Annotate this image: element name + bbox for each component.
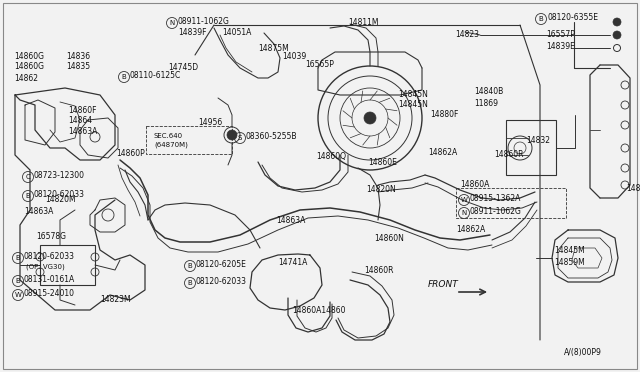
Text: N: N <box>461 210 467 216</box>
Text: 14860G: 14860G <box>14 62 44 71</box>
Text: 14839E: 14839E <box>546 42 575 51</box>
Text: 11869: 11869 <box>474 99 498 108</box>
Text: 08131-0161A: 08131-0161A <box>24 275 76 284</box>
Text: 14820M: 14820M <box>45 195 76 204</box>
Text: 14860R: 14860R <box>494 150 524 159</box>
Text: 14845N: 14845N <box>398 100 428 109</box>
Circle shape <box>227 130 237 140</box>
Text: 14741A: 14741A <box>278 258 307 267</box>
Text: 08120-6205E: 08120-6205E <box>196 260 247 269</box>
Text: 14860G: 14860G <box>14 52 44 61</box>
Text: 16578G: 16578G <box>36 232 66 241</box>
Text: 14860F: 14860F <box>68 106 97 115</box>
Circle shape <box>613 31 621 39</box>
Bar <box>456 188 566 218</box>
Text: B: B <box>188 263 193 269</box>
Text: FRONT: FRONT <box>428 280 459 289</box>
Text: 14845N: 14845N <box>398 90 428 99</box>
Text: 14745D: 14745D <box>168 63 198 72</box>
Text: 14840B: 14840B <box>474 87 503 96</box>
Text: A/(8)00P9: A/(8)00P9 <box>564 348 602 357</box>
Text: (OP: VG30): (OP: VG30) <box>26 263 65 269</box>
Text: 14863A: 14863A <box>276 216 305 225</box>
Text: 08915-24010: 08915-24010 <box>24 289 75 298</box>
Bar <box>506 120 556 175</box>
Text: 14956: 14956 <box>198 118 222 127</box>
Text: W: W <box>461 197 467 203</box>
Text: 14823: 14823 <box>455 30 479 39</box>
Text: 14860N: 14860N <box>374 234 404 243</box>
Text: 14880F: 14880F <box>430 110 458 119</box>
Text: B: B <box>26 193 30 199</box>
Text: 14832: 14832 <box>526 136 550 145</box>
Text: B: B <box>122 74 126 80</box>
Text: 14862: 14862 <box>14 74 38 83</box>
Circle shape <box>613 18 621 26</box>
Bar <box>146 126 232 154</box>
Text: B: B <box>188 280 193 286</box>
Text: 14811: 14811 <box>626 184 640 193</box>
Text: (64870M): (64870M) <box>154 141 188 148</box>
Text: N: N <box>170 20 175 26</box>
Text: 14836: 14836 <box>66 52 90 61</box>
Text: 08911-1062G: 08911-1062G <box>178 17 230 26</box>
Text: 08915-1362A: 08915-1362A <box>470 194 522 203</box>
Text: 08120-62033: 08120-62033 <box>34 190 85 199</box>
Text: 08120-62033: 08120-62033 <box>24 252 75 261</box>
Text: 14839F: 14839F <box>178 28 207 37</box>
Text: 14823M: 14823M <box>100 295 131 304</box>
Text: 16565P: 16565P <box>305 60 334 69</box>
Text: 08120-62033: 08120-62033 <box>196 277 247 286</box>
Text: 14860A: 14860A <box>460 180 490 189</box>
Text: 14864: 14864 <box>68 116 92 125</box>
Text: 14863A: 14863A <box>68 127 97 136</box>
Text: 08911-1062G: 08911-1062G <box>470 207 522 216</box>
Text: S: S <box>238 135 242 141</box>
Text: W: W <box>15 292 21 298</box>
Text: 08120-6355E: 08120-6355E <box>547 13 598 22</box>
Text: 14859M: 14859M <box>554 258 585 267</box>
Text: B: B <box>15 255 20 261</box>
Text: 08723-12300: 08723-12300 <box>34 171 85 180</box>
Text: 16557P: 16557P <box>546 30 575 39</box>
Text: 14862A: 14862A <box>428 148 457 157</box>
Text: 08110-6125C: 08110-6125C <box>130 71 181 80</box>
Text: 14820N: 14820N <box>366 185 396 194</box>
Text: B: B <box>539 16 543 22</box>
Text: 14845M: 14845M <box>554 246 585 255</box>
Text: 14860Q: 14860Q <box>316 152 346 161</box>
Text: 14860A14860: 14860A14860 <box>292 306 346 315</box>
Text: 14863A: 14863A <box>24 207 53 216</box>
Text: 14875M: 14875M <box>258 44 289 53</box>
Text: 14860P: 14860P <box>116 149 145 158</box>
Text: 14051A: 14051A <box>222 28 252 37</box>
Text: 14039: 14039 <box>282 52 307 61</box>
Circle shape <box>364 112 376 124</box>
Text: 14811M: 14811M <box>348 18 378 27</box>
Text: SEC.640: SEC.640 <box>154 133 183 139</box>
Text: C: C <box>26 174 30 180</box>
Text: 08360-5255B: 08360-5255B <box>246 132 298 141</box>
Text: B: B <box>15 278 20 284</box>
Text: 14860R: 14860R <box>364 266 394 275</box>
Bar <box>40 245 95 285</box>
Text: 14835: 14835 <box>66 62 90 71</box>
Text: 14860E: 14860E <box>368 158 397 167</box>
Text: 14862A: 14862A <box>456 225 485 234</box>
